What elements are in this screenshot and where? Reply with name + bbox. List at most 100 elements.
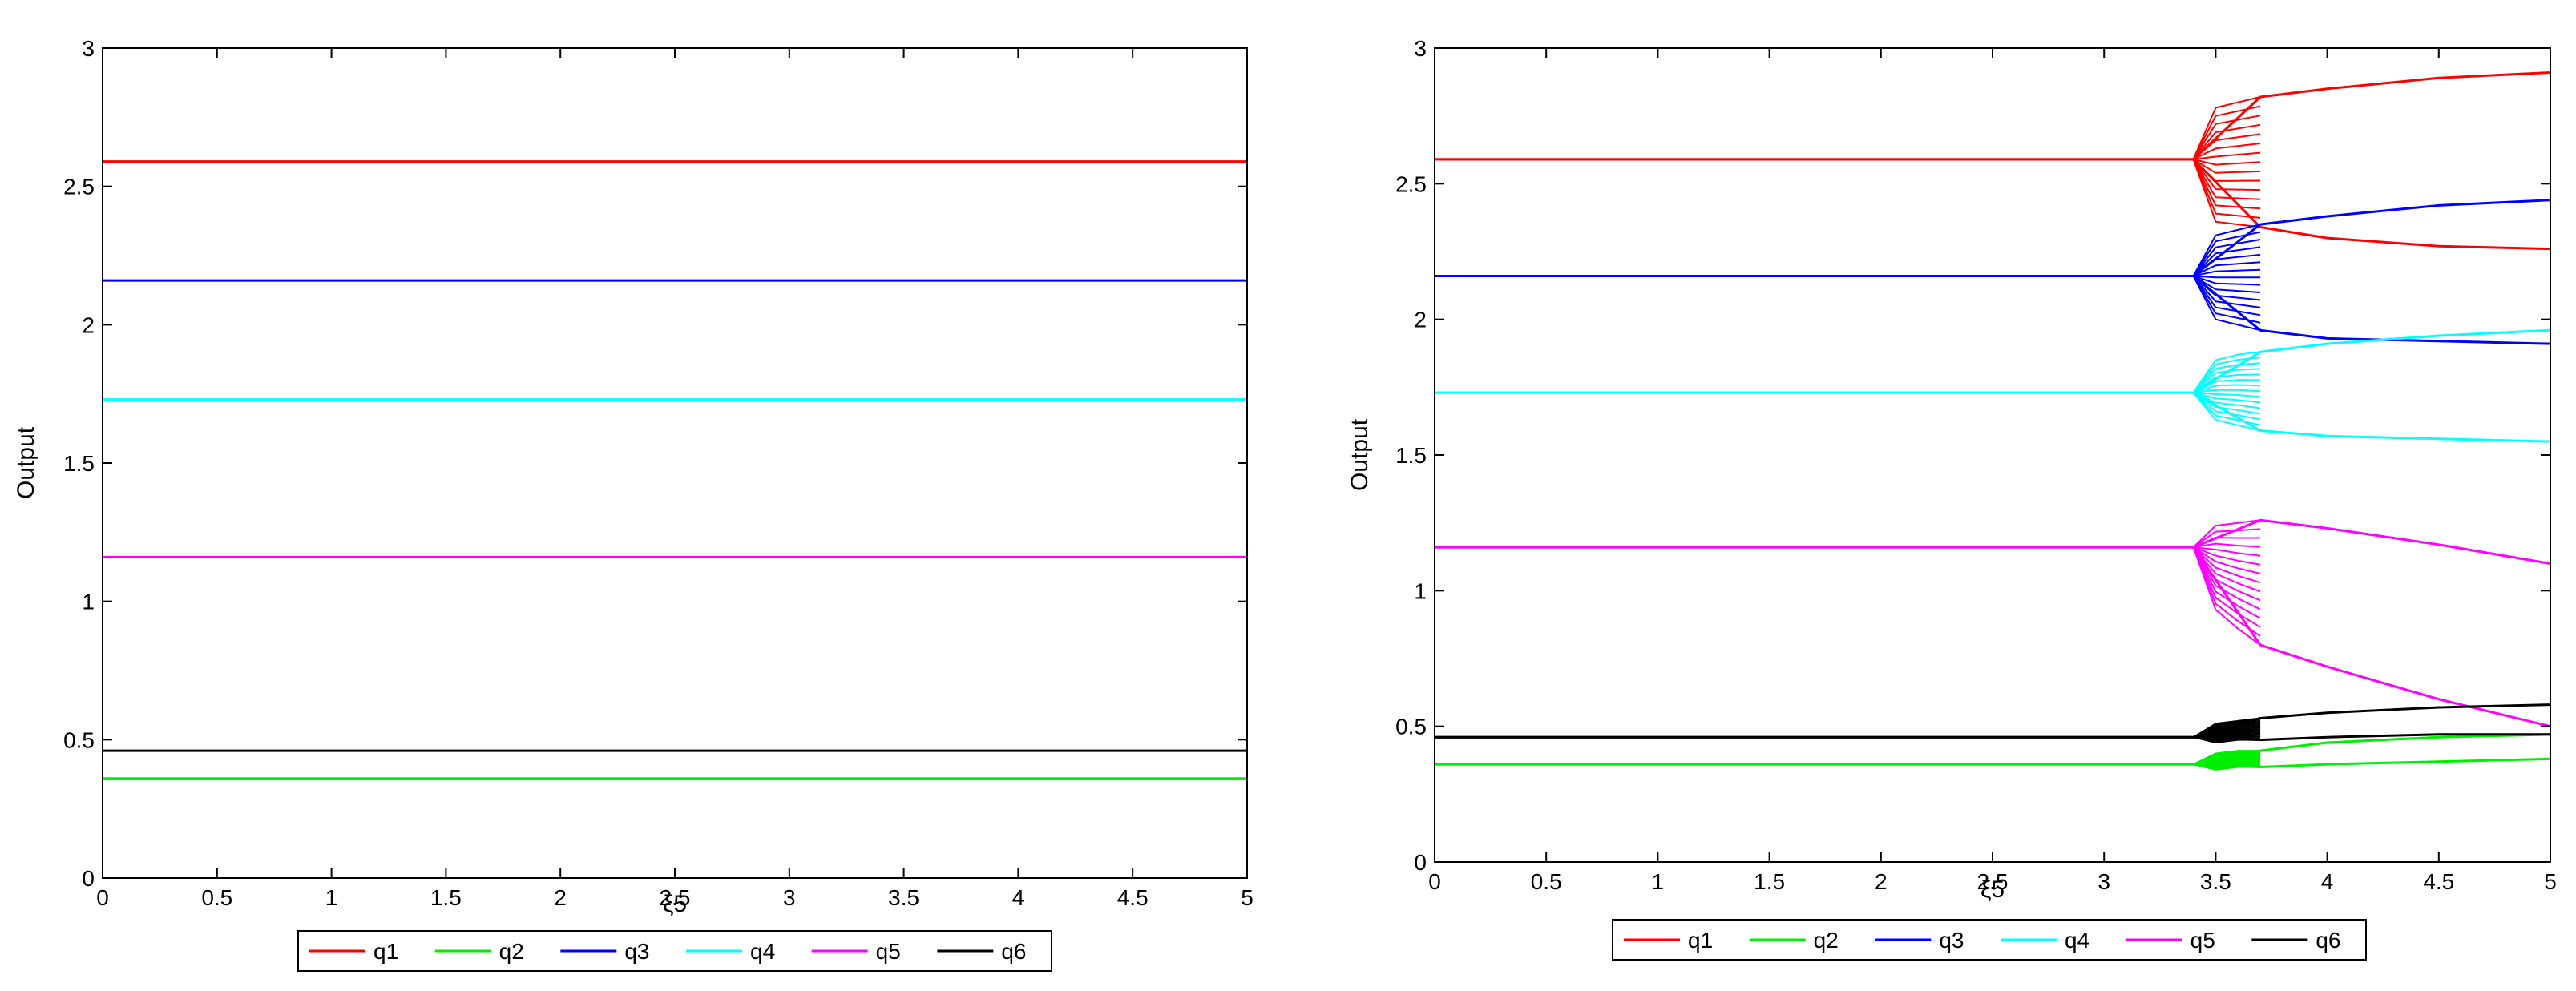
legend-label-q6: q6 [1001,939,1026,964]
y-tick-label: 1.5 [1395,443,1427,468]
x-tick-label: 2.5 [660,885,691,910]
y-tick-label: 0 [82,866,95,891]
x-axis-label: ξ5 [1980,876,2005,903]
series-q5-fan-line [2193,546,2261,557]
series-q3-fan-line [2193,275,2261,293]
legend-box [1612,919,2367,961]
series-q4 [1435,328,2551,443]
series-q1-fan-line [2192,123,2261,160]
series-q5-fan-line [2192,546,2261,628]
series-q1-fan-line [2192,159,2261,200]
series-q2-line [1435,757,2551,768]
plot-area [103,48,1247,878]
x-tick-label: 0 [1428,869,1441,894]
series-q3-fan-line [2192,276,2261,332]
y-tick-label: 1 [1414,578,1427,603]
chart-right: 0 0.5 1 1.5 2 2.5 3 3.5 4 4.5 5 0 0.5 1 1.5 2 2.5 3 ξ5 Outp… [1347,36,2557,961]
x-tick-label: 0.5 [201,885,232,910]
series-q1-fan-line [2193,143,2261,160]
series-q4-fan-line [2193,384,2261,394]
x-tick-label: 1 [325,885,338,910]
x-tick-label: 4.5 [2423,869,2454,894]
series-q5-fan-line [2192,546,2261,593]
series-q5-fan-line [2192,546,2261,619]
series-q3-fan-line [2193,261,2261,277]
series-q5-fan-line [2193,528,2261,548]
series-q5-fan-line [2192,519,2261,548]
series-q4-fan-line [2193,389,2261,394]
series-q1-fan-line [2192,159,2261,228]
legend: q1 q2 q3 q4 q5 q6 [1612,919,2367,961]
x-tick-label: 0.5 [1531,869,1562,894]
y-tick-label: 2 [1414,308,1427,332]
x-tick-label: 5 [2544,869,2557,894]
series-q4-line [1435,391,2551,443]
legend-label-q5: q5 [2190,928,2215,953]
y-tick-label: 1 [82,590,95,614]
y-tick-label: 0.5 [1395,715,1427,739]
y-tick-label: 0 [1414,850,1427,875]
series-q2 [1435,733,2551,771]
x-tick-label: 2.5 [1977,869,2009,894]
x-tick-label: 1.5 [1754,869,1785,894]
x-tick-label: 0 [96,885,109,910]
series-q3-fan-line [2193,268,2261,277]
series-q3-fan-line [2193,275,2261,286]
legend-label-q1: q1 [373,939,398,964]
series-q4-fan-line [2193,392,2261,404]
y-tick-label: 2.5 [1395,171,1427,196]
series-q3-fan-line [2193,275,2261,279]
series-q6 [1435,703,2551,743]
y-tick-label: 3 [82,36,95,61]
series-q5-line [1435,546,2551,728]
series-q3-fan-line [2192,224,2261,276]
legend-box [297,930,1052,972]
series-q3-fan-line [2192,275,2261,316]
series-q1-fan-line [2193,159,2261,174]
y-tick-label: 0.5 [63,727,95,752]
x-tick-label: 4 [1012,885,1025,910]
series-q3-fan-line [2192,239,2261,277]
series-q5 [1435,518,2551,728]
x-tick-label: 4 [2321,869,2334,894]
series-q1-fan-line [2193,151,2261,160]
series-q1-fan-line [2192,96,2261,160]
series-q3 [1435,199,2551,345]
series-q4-fan-line [2192,392,2261,426]
series-q3-line [1435,275,2551,345]
legend-label-q6: q6 [2316,928,2340,953]
series-q5-fan-line [2193,542,2261,549]
series-q1-fan-line [2192,159,2261,191]
series-q1 [1435,71,2551,251]
series-q1-fan-line [2193,158,2261,166]
series-q3-fan-line [2192,246,2261,277]
series-q1-fan-line [2192,115,2261,160]
series-q4-fan-line [2192,392,2261,432]
legend-label-q3: q3 [1939,928,1964,953]
series-q6-line [1435,733,2550,742]
series-q1-fan-line [2192,159,2261,210]
series-q5-fan-line [2192,546,2261,584]
x-tick-label: 4.5 [1117,885,1149,910]
y-tick-label: 2 [82,312,95,337]
x-tick-label: 1.5 [430,885,462,910]
legend-label-q5: q5 [876,939,901,964]
series-q4-fan-line [2193,392,2261,398]
x-tick-label: 5 [1241,885,1254,910]
x-tick-label: 3 [783,885,796,910]
x-tick-label: 2 [554,885,567,910]
legend-label-q4: q4 [750,939,775,964]
plot-area [1435,48,2550,862]
x-axis-label: ξ5 [663,891,687,917]
chart-left: 0 0.5 1 1.5 2 2.5 3 3.5 4 4.5 5 0 0.5 1 1.5 2 2.5 3 ξ5 Outp… [13,36,1254,972]
legend-label-q4: q4 [2065,928,2089,953]
series-q4-fan-line [2192,392,2261,421]
y-axis-label: Output [1347,418,1373,491]
y-axis-label: Output [13,426,39,499]
x-tick-label: 1 [1652,869,1665,894]
series-q1-line [1435,158,2551,251]
x-tick-label: 2 [1875,869,1888,894]
legend-label-q1: q1 [1688,928,1713,953]
y-tick-label: 1.5 [63,451,95,476]
